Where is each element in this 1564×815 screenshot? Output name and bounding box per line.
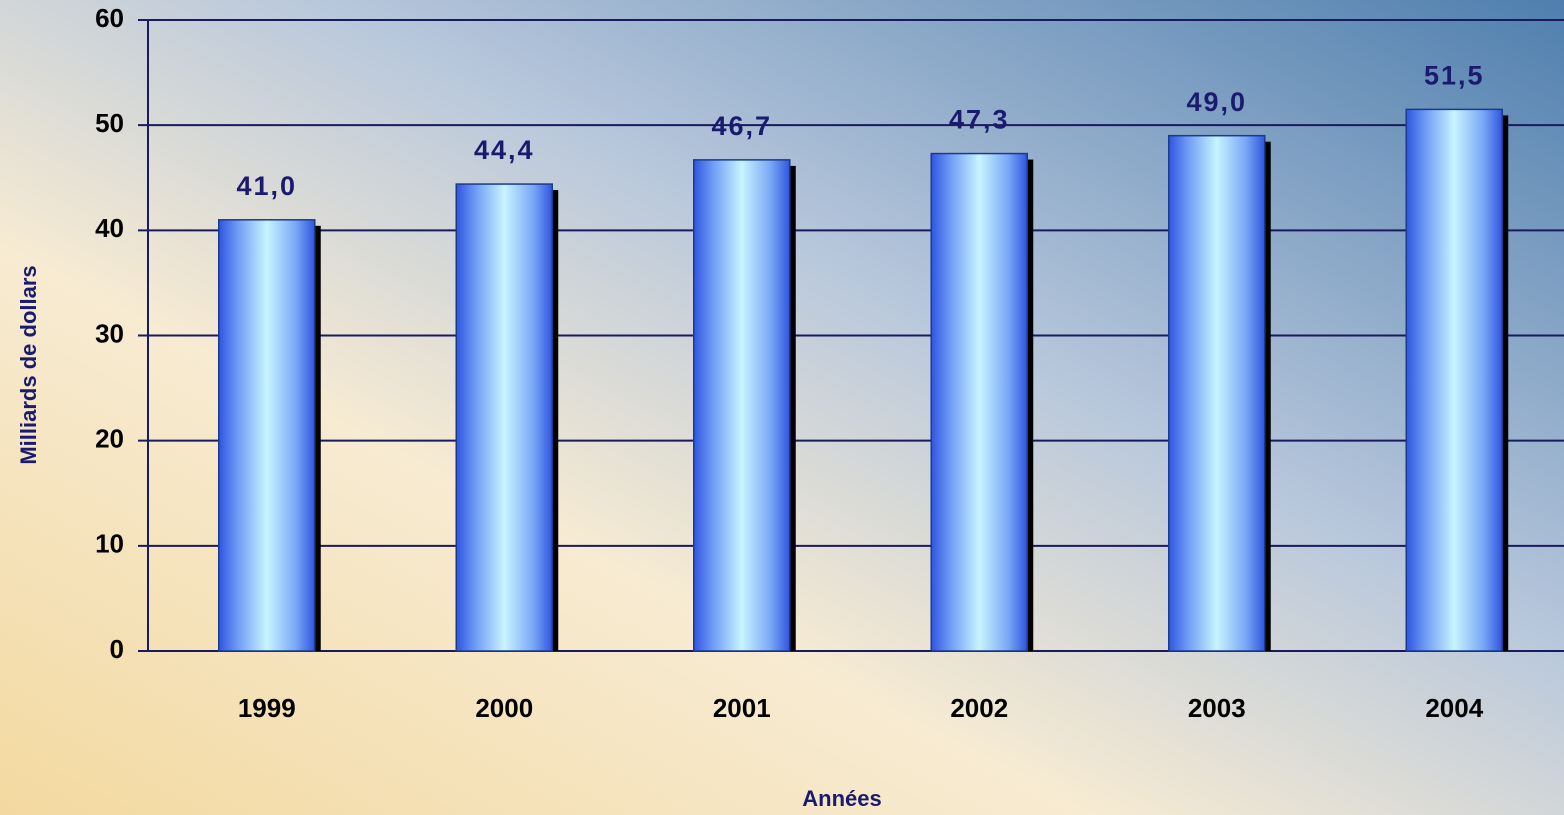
bar	[693, 159, 791, 652]
x-tick-label: 2003	[1188, 693, 1246, 723]
x-axis-title: Années	[802, 786, 881, 811]
y-tick-label: 0	[110, 634, 124, 664]
value-label: 46,7	[711, 111, 772, 141]
y-tick-label: 40	[95, 213, 124, 243]
value-label: 44,4	[474, 135, 535, 165]
y-tick-label: 60	[95, 3, 124, 33]
x-tick-label: 2002	[950, 693, 1008, 723]
value-label: 47,3	[949, 105, 1010, 135]
y-tick-label: 10	[95, 529, 124, 559]
value-label: 51,5	[1424, 61, 1485, 91]
bar	[455, 183, 553, 652]
y-tick-label: 20	[95, 424, 124, 454]
x-tick-label: 1999	[238, 693, 296, 723]
bar	[930, 152, 1028, 652]
value-label: 41,0	[236, 171, 297, 201]
y-tick-label: 50	[95, 108, 124, 138]
bar	[1168, 134, 1266, 652]
x-tick-label: 2004	[1425, 693, 1483, 723]
x-tick-label: 2001	[713, 693, 771, 723]
x-tick-label: 2000	[475, 693, 533, 723]
y-axis-title: Milliards de dollars	[16, 265, 41, 464]
value-label: 49,0	[1186, 87, 1247, 117]
y-tick-label: 30	[95, 318, 124, 348]
bar	[218, 219, 316, 652]
bar	[1405, 108, 1503, 652]
